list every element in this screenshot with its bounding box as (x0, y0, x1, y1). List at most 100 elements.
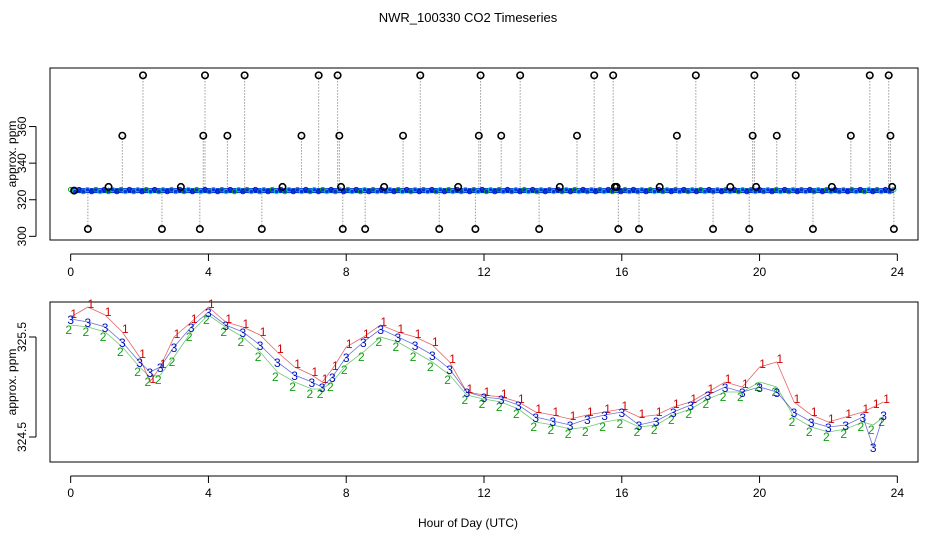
baseline-marker (504, 186, 511, 193)
baseline-marker (538, 186, 544, 193)
baseline-marker (93, 186, 99, 193)
series-2-marker: 2 (375, 335, 382, 349)
baseline-marker (592, 188, 599, 195)
series-1-marker: 1 (570, 409, 577, 423)
data-point (572, 131, 581, 140)
baseline-marker (424, 188, 431, 195)
series-3-marker: 3 (136, 356, 143, 370)
data-point (634, 225, 643, 234)
baseline-marker (819, 188, 826, 195)
series-3-marker: 3 (773, 386, 780, 400)
series-3-marker: 3 (532, 411, 539, 425)
data-point (83, 225, 92, 234)
baseline-marker (634, 188, 641, 195)
baseline-marker (521, 186, 527, 193)
baseline-marker (261, 186, 267, 193)
data-point (118, 131, 127, 140)
top-x-tick-label: 20 (753, 265, 767, 279)
top-y-tick-label: 360 (15, 116, 29, 136)
data-point (278, 182, 287, 191)
top-x-tick-label: 4 (205, 265, 212, 279)
baseline-marker (298, 188, 305, 195)
baseline-marker (525, 188, 532, 195)
series-2-marker: 2 (582, 425, 589, 439)
series-1-marker: 1 (673, 397, 680, 411)
data-point (337, 182, 346, 191)
data-point (195, 225, 204, 234)
baseline-marker (387, 186, 393, 193)
series-2-marker: 2 (868, 423, 875, 437)
series-3-marker: 3 (880, 409, 887, 423)
baseline-marker (857, 186, 863, 193)
top-x-tick-label: 12 (477, 265, 491, 279)
series-1-marker: 1 (260, 325, 267, 339)
data-point (471, 225, 480, 234)
data-point (612, 182, 621, 191)
baseline-marker (836, 188, 842, 195)
baseline-marker (286, 186, 292, 193)
series-3-marker: 3 (395, 331, 402, 345)
baseline-marker (294, 186, 301, 193)
data-point (748, 131, 757, 140)
series-2-marker: 2 (145, 375, 152, 389)
series-3-marker: 3 (157, 361, 164, 375)
series-2-marker: 2 (599, 420, 606, 434)
series-1-marker: 1 (449, 352, 456, 366)
series-2-marker: 2 (878, 415, 885, 429)
series-2-marker: 2 (616, 417, 623, 431)
series-2-marker: 2 (754, 380, 761, 394)
baseline-marker (408, 188, 414, 195)
series-2-marker: 2 (806, 425, 813, 439)
data-point (416, 71, 425, 80)
baseline-marker (874, 186, 880, 193)
series-3-marker: 3 (860, 411, 867, 425)
series-1-marker: 1 (311, 365, 318, 379)
baseline-marker (374, 188, 380, 195)
baseline-marker (718, 188, 725, 195)
data-point (535, 225, 544, 234)
data-point (791, 71, 800, 80)
data-point (257, 225, 266, 234)
baseline-marker (739, 186, 746, 193)
series-3-marker: 3 (870, 441, 877, 455)
baseline-marker (353, 186, 359, 193)
baseline-marker (172, 188, 179, 195)
data-point (201, 71, 210, 80)
baseline-marker (849, 186, 855, 193)
data-point (614, 225, 623, 234)
baseline-marker (181, 188, 187, 195)
bottom-x-tick-label: 0 (67, 486, 74, 500)
baseline-marker (420, 186, 427, 193)
series-3-marker: 3 (319, 381, 326, 395)
baseline-marker (466, 188, 473, 195)
data-point (399, 131, 408, 140)
baseline-marker (214, 188, 221, 195)
series-2-marker: 2 (737, 390, 744, 404)
baseline-marker (450, 188, 456, 195)
baseline-marker (773, 186, 779, 193)
series-1-marker: 1 (398, 322, 405, 336)
data-point (240, 71, 249, 80)
series-3-marker: 3 (463, 386, 470, 400)
baseline-marker (307, 188, 313, 195)
series-3-marker: 3 (67, 313, 74, 327)
series-1-marker: 1 (484, 385, 491, 399)
series-3-line (70, 311, 884, 449)
data-point (435, 225, 444, 234)
baseline-marker (240, 188, 246, 195)
series-1-marker: 1 (160, 357, 167, 371)
baseline-marker (193, 186, 200, 193)
baseline-marker (416, 188, 422, 195)
series-1-marker: 1 (208, 297, 215, 311)
series-2-marker: 2 (327, 380, 334, 394)
bottom-y-axis: 324.5 325.5 (15, 322, 37, 452)
baseline-marker (790, 186, 796, 193)
bottom-plot-frame (49, 301, 919, 463)
baseline-marker (202, 186, 208, 193)
top-y-axis: 300 320 340 360 (15, 116, 37, 246)
baseline-marker (219, 186, 225, 193)
baseline-marker (84, 186, 91, 193)
baseline-marker (487, 186, 494, 193)
series-2-line (70, 314, 884, 433)
